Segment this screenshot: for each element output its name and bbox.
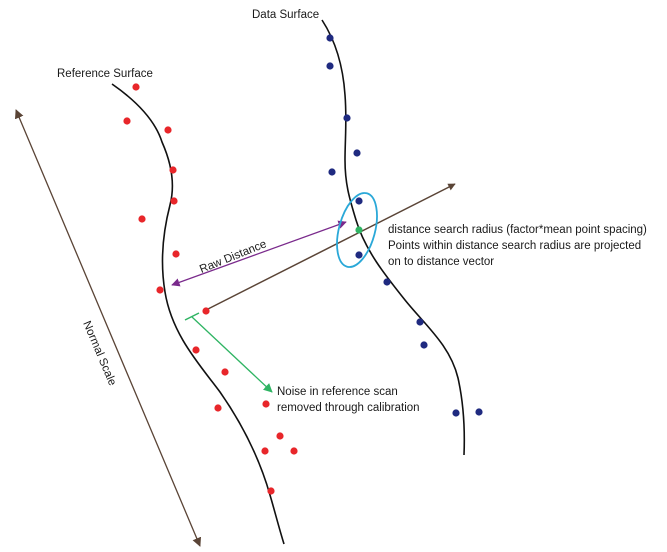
reference-surface-label: Reference Surface: [57, 68, 153, 80]
reference-point: [132, 83, 140, 91]
normal-scale-arrow: [14, 109, 202, 547]
search-radius-ellipse: [336, 192, 378, 268]
reference-point: [221, 368, 229, 376]
reference-point: [172, 250, 180, 258]
reference-point: [170, 197, 178, 205]
noise-line-2: removed through calibration: [277, 402, 420, 414]
search-radius-note: distance search radius (factor*mean poin…: [388, 222, 647, 270]
data-point: [383, 278, 391, 286]
reference-point: [156, 286, 164, 294]
noise-note: Noise in reference scan removed through …: [277, 384, 420, 416]
search-radius-line-3: on to distance vector: [388, 256, 495, 268]
reference-point: [123, 117, 131, 125]
noise-arrow: [191, 316, 273, 393]
data-point: [416, 318, 424, 326]
data-point: [452, 409, 460, 417]
reference-points: [123, 83, 298, 495]
reference-point: [192, 346, 200, 354]
search-radius-line-2: Points within distance search radius are…: [388, 240, 642, 252]
projected-point: [355, 226, 363, 234]
reference-point: [262, 400, 270, 408]
reference-point: [164, 126, 172, 134]
data-surface-label: Data Surface: [252, 9, 320, 21]
data-point: [353, 149, 361, 157]
noise-tick: [184, 312, 200, 321]
search-radius-line-1: distance search radius (factor*mean poin…: [388, 224, 647, 236]
reference-point: [267, 487, 275, 495]
data-points: [326, 34, 483, 417]
reference-point: [276, 432, 284, 440]
data-point: [355, 197, 363, 205]
reference-point: [261, 447, 269, 455]
data-point: [343, 114, 351, 122]
noise-line-1: Noise in reference scan: [277, 386, 398, 398]
data-point: [475, 408, 483, 416]
reference-point: [214, 404, 222, 412]
data-point: [355, 251, 363, 259]
reference-point: [202, 307, 210, 315]
data-point: [328, 168, 336, 176]
data-surface-curve: [321, 19, 466, 456]
reference-point: [169, 166, 177, 174]
reference-point: [138, 215, 146, 223]
reference-point: [290, 447, 298, 455]
data-point: [420, 341, 428, 349]
data-point: [326, 34, 334, 42]
data-point: [326, 62, 334, 70]
raw-distance-arrow: [171, 220, 347, 287]
